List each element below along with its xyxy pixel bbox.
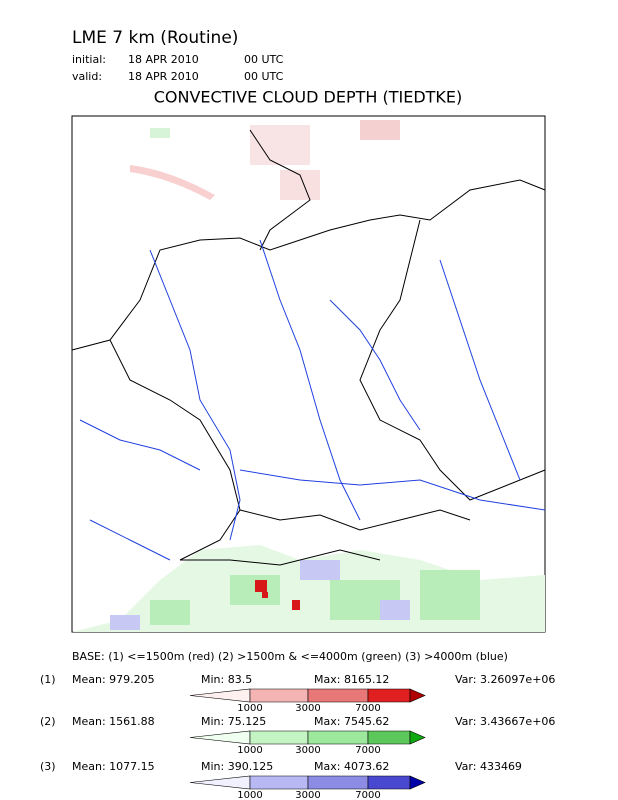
colorbar-tick-label: 3000	[295, 703, 320, 714]
colorbar-segment	[409, 688, 426, 703]
colorbar-segment	[307, 688, 369, 703]
colorbar-tick-label: 3000	[295, 745, 320, 756]
borders	[71, 129, 546, 566]
colorbar-segment	[367, 775, 411, 790]
initial-label: initial:	[72, 53, 106, 66]
colorbar-segment	[367, 730, 411, 745]
base-legend: BASE: (1) <=1500m (red) (2) >1500m & <=4…	[72, 650, 508, 663]
row-mean: Mean: 979.205	[72, 673, 155, 686]
valid-time: 00 UTC	[244, 70, 284, 83]
colorbar-segment	[189, 730, 251, 745]
colorbar-segment	[249, 775, 309, 790]
row-max: Max: 4073.62	[314, 760, 389, 773]
colorbar-segment	[249, 688, 309, 703]
initial-time: 00 UTC	[244, 53, 284, 66]
legend-rows: (1) Mean: 979.205 Min: 83.5 Max: 8165.12 Var…	[40, 673, 555, 800]
colorbar-tick-label: 1000	[237, 745, 262, 756]
map-frame	[71, 115, 546, 633]
map	[71, 115, 546, 633]
colorbar-segment	[249, 730, 309, 745]
row-min: Min: 83.5	[201, 673, 252, 686]
row-min: Min: 390.125	[201, 760, 273, 773]
initial-date: 18 APR 2010	[128, 53, 199, 66]
colorbar-tick-label: 3000	[295, 790, 320, 800]
colorbar-segment	[367, 688, 411, 703]
row-var: Var: 433469	[455, 760, 522, 773]
row-mean: Mean: 1561.88	[72, 715, 155, 728]
model-name: LME 7 km (Routine)	[72, 28, 238, 48]
row-mean: Mean: 1077.15	[72, 760, 155, 773]
row-index: (3)	[40, 760, 56, 773]
colorbar-segment	[409, 775, 426, 790]
row-min: Min: 75.125	[201, 715, 266, 728]
valid-date: 18 APR 2010	[128, 70, 199, 83]
row-max: Max: 8165.12	[314, 673, 389, 686]
precip-patches	[72, 120, 545, 632]
colorbar-segment	[307, 730, 369, 745]
colorbar-tick-label: 7000	[355, 745, 380, 756]
row-var: Var: 3.26097e+06	[455, 673, 555, 686]
row-max: Max: 7545.62	[314, 715, 389, 728]
valid-label: valid:	[72, 70, 102, 83]
chart-title: CONVECTIVE CLOUD DEPTH (TIEDTKE)	[154, 88, 463, 107]
row-index: (2)	[40, 715, 56, 728]
rivers	[79, 239, 546, 561]
colorbar-tick-label: 7000	[355, 703, 380, 714]
row-var: Var: 3.43667e+06	[455, 715, 555, 728]
colorbar-segment	[307, 775, 369, 790]
colorbar-tick-label: 1000	[237, 790, 262, 800]
colorbar-segment	[189, 775, 251, 790]
colorbar-tick-label: 1000	[237, 703, 262, 714]
colorbar-tick-label: 7000	[355, 790, 380, 800]
colorbar-segment	[189, 688, 251, 703]
colorbar-segment	[409, 730, 426, 745]
row-index: (1)	[40, 673, 56, 686]
